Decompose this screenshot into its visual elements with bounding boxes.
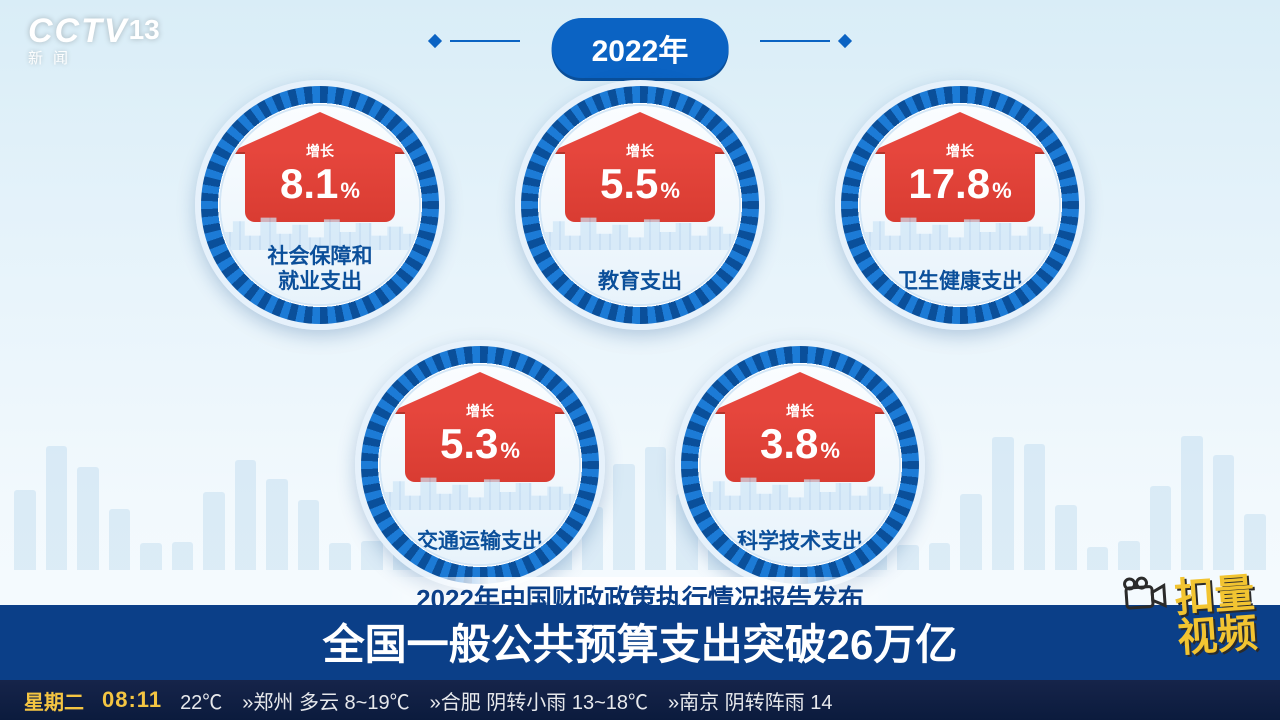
headline-bar: 全国一般公共预算支出突破26万亿	[0, 605, 1280, 680]
growth-percent-unit: %	[820, 440, 840, 462]
growth-arrow-body: 增长5.3%	[405, 410, 555, 482]
year-badge-text: 2022年	[592, 26, 689, 70]
dial-inner: 增长17.8% 卫生健康支出	[861, 106, 1059, 304]
dial-row-2: 增长5.3%交通运输支出增长3.8%科学技术支出	[0, 340, 1280, 590]
watermark-stamp: 扣量 视频	[1173, 573, 1258, 658]
growth-percent-unit: %	[500, 440, 520, 462]
growth-label: 增长	[626, 141, 654, 161]
lower-thirds: 2022年中国财政政策执行情况报告发布 朝闻天下 MORNING NEWS 全国…	[0, 560, 1280, 720]
growth-label: 增长	[306, 141, 334, 161]
dial-0: 增长8.1% 社会保障和就业支出	[195, 80, 445, 330]
dial-1: 增长5.5% 教育支出	[515, 80, 765, 330]
stage: CCTV13 新闻 2022年 增长8.1%社会保障和就业支出增长5.5%教育支…	[0, 0, 1280, 720]
growth-percent: 5.5%	[600, 163, 680, 205]
dial-2: 增长17.8% 卫生健康支出	[835, 80, 1085, 330]
growth-percent-unit: %	[660, 180, 680, 202]
growth-percent-value: 17.8	[908, 163, 990, 205]
year-decoration-right	[760, 38, 850, 44]
growth-percent-value: 5.5	[600, 163, 658, 205]
growth-label: 增长	[946, 141, 974, 161]
dial-inner: 增长5.3% 交通运输支出	[381, 366, 579, 564]
year-badge: 2022年	[552, 18, 729, 78]
ticker-time: 08:11	[102, 687, 162, 713]
dial-inner: 增长8.1% 社会保障和就业支出	[221, 106, 419, 304]
category-label: 科学技术支出	[701, 529, 899, 554]
growth-percent-unit: %	[992, 180, 1012, 202]
news-ticker: 星期二 08:11 22℃ »郑州 多云 8~19℃ »合肥 阴转小雨 13~1…	[0, 680, 1280, 720]
dial-inner: 增长5.5% 教育支出	[541, 106, 739, 304]
ticker-weather: 22℃ »郑州 多云 8~19℃ »合肥 阴转小雨 13~18℃ »南京 阴转阵…	[180, 686, 832, 715]
year-decoration-left	[430, 38, 520, 44]
growth-percent: 5.3%	[440, 423, 520, 465]
category-label: 交通运输支出	[381, 529, 579, 554]
category-label: 教育支出	[541, 269, 739, 294]
dial-row-1: 增长8.1%社会保障和就业支出增长5.5%教育支出增长17.8%卫生健康支出	[0, 80, 1280, 330]
growth-label: 增长	[466, 401, 494, 421]
growth-label: 增长	[786, 401, 814, 421]
dial-4: 增长3.8% 科学技术支出	[675, 340, 925, 590]
channel-logo: CCTV13 新闻	[28, 12, 160, 68]
growth-percent: 3.8%	[760, 423, 840, 465]
channel-logo-main: CCTV	[28, 12, 129, 51]
growth-percent-value: 8.1	[280, 163, 338, 205]
growth-percent-value: 3.8	[760, 423, 818, 465]
growth-percent-unit: %	[340, 180, 360, 202]
channel-logo-sub: 新闻	[28, 47, 160, 68]
dial-inner: 增长3.8% 科学技术支出	[701, 366, 899, 564]
growth-percent-value: 5.3	[440, 423, 498, 465]
camera-icon	[1121, 573, 1170, 622]
growth-arrow-body: 增长8.1%	[245, 150, 395, 222]
category-label: 社会保障和就业支出	[221, 244, 419, 294]
stamp-line-2: 视频	[1176, 613, 1259, 658]
growth-percent: 17.8%	[908, 163, 1011, 205]
growth-arrow-body: 增长5.5%	[565, 150, 715, 222]
growth-arrow-body: 增长3.8%	[725, 410, 875, 482]
ticker-day: 星期二	[24, 686, 84, 715]
dial-grid: 增长8.1%社会保障和就业支出增长5.5%教育支出增长17.8%卫生健康支出 增…	[0, 80, 1280, 620]
dial-3: 增长5.3% 交通运输支出	[355, 340, 605, 590]
growth-arrow-body: 增长17.8%	[885, 150, 1035, 222]
category-label: 卫生健康支出	[861, 269, 1059, 294]
channel-logo-number: 13	[129, 14, 160, 46]
growth-percent: 8.1%	[280, 163, 360, 205]
